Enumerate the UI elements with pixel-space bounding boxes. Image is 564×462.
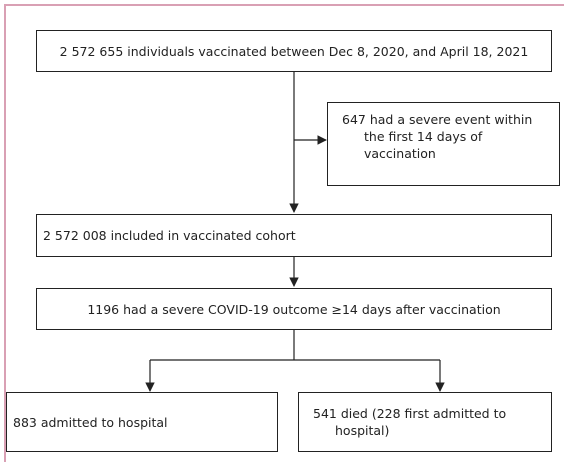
frame-top	[4, 4, 564, 6]
node: 541 died (228 first admitted to hospital…	[298, 392, 552, 452]
node: 883 admitted to hospital	[6, 392, 278, 452]
node: 2 572 008 included in vaccinated cohort	[36, 214, 552, 257]
node: 1196 had a severe COVID-19 outcome ≥14 d…	[36, 288, 552, 330]
node: 647 had a severe event within the first …	[327, 102, 560, 186]
frame-left	[4, 4, 6, 462]
node: 2 572 655 individuals vaccinated between…	[36, 30, 552, 72]
